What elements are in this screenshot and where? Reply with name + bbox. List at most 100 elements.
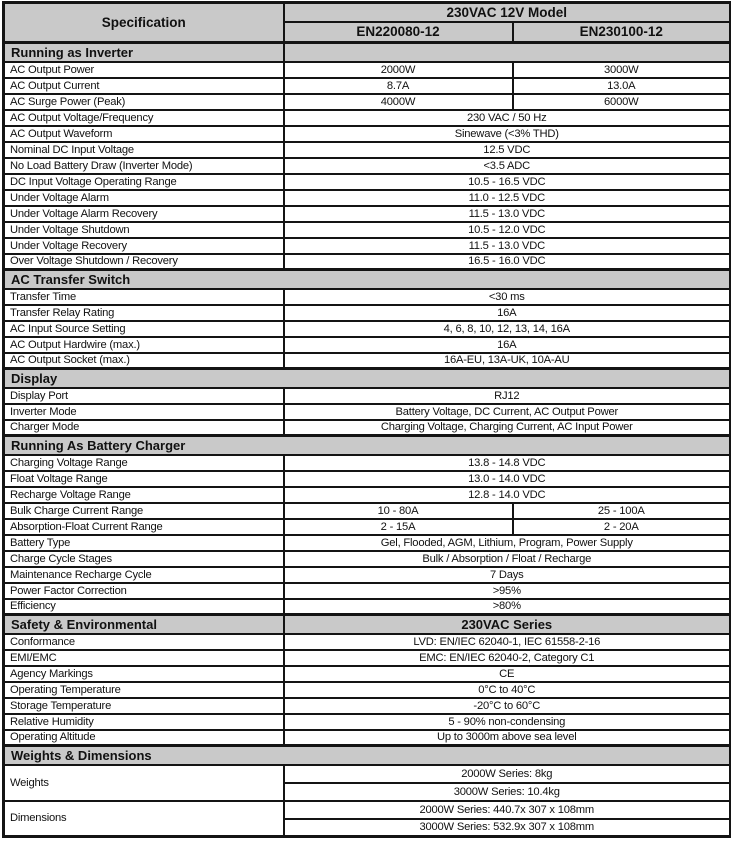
spec-value-model-2: 25 - 100A [511, 501, 731, 520]
spec-value-merged: <3.5 ADC [282, 156, 731, 175]
spec-group-row: Weights 2000W Series: 8kg [2, 763, 731, 802]
spec-row: Display Port RJ12 [2, 386, 731, 405]
spec-value-merged: >95% [282, 581, 731, 600]
section-row: Safety & Environmental 230VAC Series [2, 613, 731, 635]
section-title: Display [2, 367, 731, 389]
spec-row: Charging Voltage Range 13.8 - 14.8 VDC [2, 453, 731, 472]
spec-row: Recharge Voltage Range 12.8 - 14.0 VDC [2, 485, 731, 504]
spec-label: Bulk Charge Current Range [2, 501, 285, 520]
spec-label: Under Voltage Recovery [2, 236, 285, 255]
spec-row: AC Output Current 8.7A 13.0A [2, 76, 731, 95]
spec-row: AC Output Hardwire (max.) 16A [2, 335, 731, 354]
spec-value-merged: 16A-EU, 13A-UK, 10A-AU [282, 351, 731, 370]
spec-label: Dimensions [2, 799, 285, 838]
spec-row: AC Output Power 2000W 3000W [2, 60, 731, 79]
spec-value-merged: 3000W Series: 532.9x 307 x 108mm [282, 817, 731, 838]
spec-value-merged: 7 Days [282, 565, 731, 584]
table-header: Specification 230VAC 12V Model EN220080-… [2, 1, 731, 44]
section-title: Weights & Dimensions [2, 744, 731, 766]
header-specification: Specification [2, 1, 285, 44]
spec-label: Battery Type [2, 533, 285, 552]
spec-value-merged: 11.0 - 12.5 VDC [282, 188, 731, 207]
spec-value-model-2: 3000W [511, 60, 731, 79]
spec-value-merged: 12.8 - 14.0 VDC [282, 485, 731, 504]
spec-label: AC Output Socket (max.) [2, 351, 285, 370]
spec-group-row: Dimensions 2000W Series: 440.7x 307 x 108… [2, 799, 731, 838]
spec-value-merged: -20°C to 60°C [282, 696, 731, 715]
spec-label: Operating Temperature [2, 680, 285, 699]
spec-value-model-1: 8.7A [282, 76, 514, 95]
spec-value-merged: 12.5 VDC [282, 140, 731, 159]
spec-row: Conformance LVD: EN/IEC 62040-1, IEC 6155… [2, 632, 731, 651]
section-row: Running As Battery Charger [2, 434, 731, 456]
spec-value-merged: EMC: EN/IEC 62040-2, Category C1 [282, 648, 731, 667]
spec-label: AC Output Current [2, 76, 285, 95]
spec-row: Battery Type Gel, Flooded, AGM, Lithium, … [2, 533, 731, 552]
header-model-2: EN230100-12 [511, 20, 731, 44]
spec-row: Operating Temperature 0°C to 40°C [2, 680, 731, 699]
spec-row: Relative Humidity 5 - 90% non-condensing [2, 712, 731, 731]
section-row: Weights & Dimensions [2, 744, 731, 766]
spec-value-merged: 4, 6, 8, 10, 12, 13, 14, 16A [282, 319, 731, 338]
spec-row: Under Voltage Recovery 11.5 - 13.0 VDC [2, 236, 731, 255]
spec-value-merged: 2000W Series: 8kg [282, 763, 731, 784]
spec-row: Operating Altitude Up to 3000m above sea … [2, 728, 731, 747]
section-right-label [282, 41, 731, 63]
spec-row: Under Voltage Shutdown 10.5 - 12.0 VDC [2, 220, 731, 239]
spec-row: Charge Cycle Stages Bulk / Absorption / F… [2, 549, 731, 568]
spec-row: Agency Markings CE [2, 664, 731, 683]
spec-row: Inverter Mode Battery Voltage, DC Current… [2, 402, 731, 421]
spec-label: Inverter Mode [2, 402, 285, 421]
spec-row: Efficiency >80% [2, 597, 731, 616]
spec-label: Absorption-Float Current Range [2, 517, 285, 536]
spec-row: Over Voltage Shutdown / Recovery 16.5 - 1… [2, 252, 731, 271]
spec-label: Conformance [2, 632, 285, 651]
section-row: Running as Inverter [2, 41, 731, 63]
spec-value-merged: Gel, Flooded, AGM, Lithium, Program, Pow… [282, 533, 731, 552]
section-title: Safety & Environmental [2, 613, 285, 635]
spec-row: Nominal DC Input Voltage 12.5 VDC [2, 140, 731, 159]
spec-row: AC Output Voltage/Frequency 230 VAC / 50 … [2, 108, 731, 127]
spec-value-merged: 13.8 - 14.8 VDC [282, 453, 731, 472]
spec-label: Efficiency [2, 597, 285, 616]
spec-row: Maintenance Recharge Cycle 7 Days [2, 565, 731, 584]
spec-row: AC Output Socket (max.) 16A-EU, 13A-UK, 1… [2, 351, 731, 370]
spec-label: Storage Temperature [2, 696, 285, 715]
spec-label: AC Output Hardwire (max.) [2, 335, 285, 354]
spec-label: Under Voltage Shutdown [2, 220, 285, 239]
spec-group-row: 3000W Series: 532.9x 307 x 108mm [4, 817, 731, 838]
spec-row: Float Voltage Range 13.0 - 14.0 VDC [2, 469, 731, 488]
spec-label: Transfer Relay Rating [2, 303, 285, 322]
spec-label: AC Output Power [2, 60, 285, 79]
spec-label: Charger Mode [2, 418, 285, 437]
spec-value-merged: 16.5 - 16.0 VDC [282, 252, 731, 271]
section-row: Display [2, 367, 731, 389]
spec-label: AC Output Waveform [2, 124, 285, 143]
spec-label: Relative Humidity [2, 712, 285, 731]
spec-value-model-1: 2000W [282, 60, 514, 79]
section-right-label: 230VAC Series [282, 613, 731, 635]
spec-label: Weights [2, 763, 285, 802]
spec-value-merged: 11.5 - 13.0 VDC [282, 236, 731, 255]
section-row: AC Transfer Switch [2, 268, 731, 290]
spec-label: Power Factor Correction [2, 581, 285, 600]
spec-label: AC Input Source Setting [2, 319, 285, 338]
spec-value-merged: 11.5 - 13.0 VDC [282, 204, 731, 223]
spec-label: Over Voltage Shutdown / Recovery [2, 252, 285, 271]
spec-row: Under Voltage Alarm Recovery 11.5 - 13.0 … [2, 204, 731, 223]
spec-row: Under Voltage Alarm 11.0 - 12.5 VDC [2, 188, 731, 207]
spec-label: Operating Altitude [2, 728, 285, 747]
spec-label: Maintenance Recharge Cycle [2, 565, 285, 584]
spec-label: Charge Cycle Stages [2, 549, 285, 568]
spec-row: AC Input Source Setting 4, 6, 8, 10, 12, … [2, 319, 731, 338]
spec-row: EMI/EMC EMC: EN/IEC 62040-2, Category C1 [2, 648, 731, 667]
header-model-group: 230VAC 12V Model [282, 1, 731, 23]
spec-value-model-1: 4000W [282, 92, 514, 111]
spec-row: Absorption-Float Current Range 2 - 15A 2 -… [2, 517, 731, 536]
spec-value-merged: 10.5 - 16.5 VDC [282, 172, 731, 191]
table-body: Running as Inverter AC Output Power 2000W 3… [2, 41, 731, 838]
spec-value-merged: 3000W Series: 10.4kg [282, 781, 731, 802]
spec-value-merged: 230 VAC / 50 Hz [282, 108, 731, 127]
